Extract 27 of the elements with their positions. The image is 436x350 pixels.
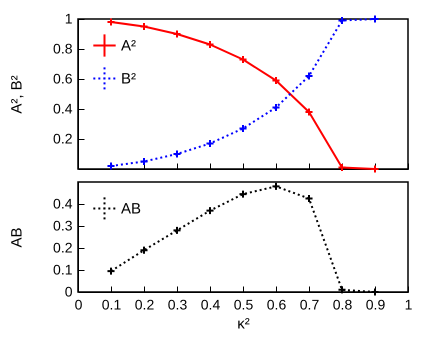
x-tick-label: 0.5 (234, 296, 254, 312)
y-axis-title: A², B² (8, 75, 26, 114)
legend-label: AB (121, 200, 142, 218)
legend-label: A² (121, 38, 136, 54)
y-tick-label: 0 (64, 284, 73, 300)
y-tick-label: 0.8 (53, 40, 73, 56)
y-tick-label: 0.2 (53, 240, 73, 256)
x-axis-title: κ² (237, 316, 250, 332)
y-tick-label: 0.6 (53, 70, 73, 86)
y-tick-label: 0.3 (53, 218, 73, 234)
y-tick-label: 1 (64, 10, 73, 26)
y-tick-label: 0.4 (53, 196, 73, 212)
x-tick-label: 0.1 (102, 296, 122, 312)
x-tick-label: 0.2 (134, 296, 154, 312)
x-tick-label: 0.4 (200, 296, 220, 312)
x-tick-label: 0.9 (366, 296, 386, 312)
x-tick-label: 0.7 (300, 296, 320, 312)
x-tick-label: 0.3 (168, 296, 188, 312)
y-tick-label: 0.2 (53, 130, 73, 146)
y-tick-label: 0.1 (53, 262, 73, 278)
x-tick-label: 1 (404, 296, 413, 312)
y-tick-label: 0.4 (53, 100, 73, 116)
y-axis-title: AB (8, 227, 26, 248)
legend-label: B² (121, 70, 136, 88)
x-tick-label: 0 (74, 296, 83, 312)
x-tick-label: 0.6 (266, 296, 286, 312)
x-tick-label: 0.8 (332, 296, 352, 312)
